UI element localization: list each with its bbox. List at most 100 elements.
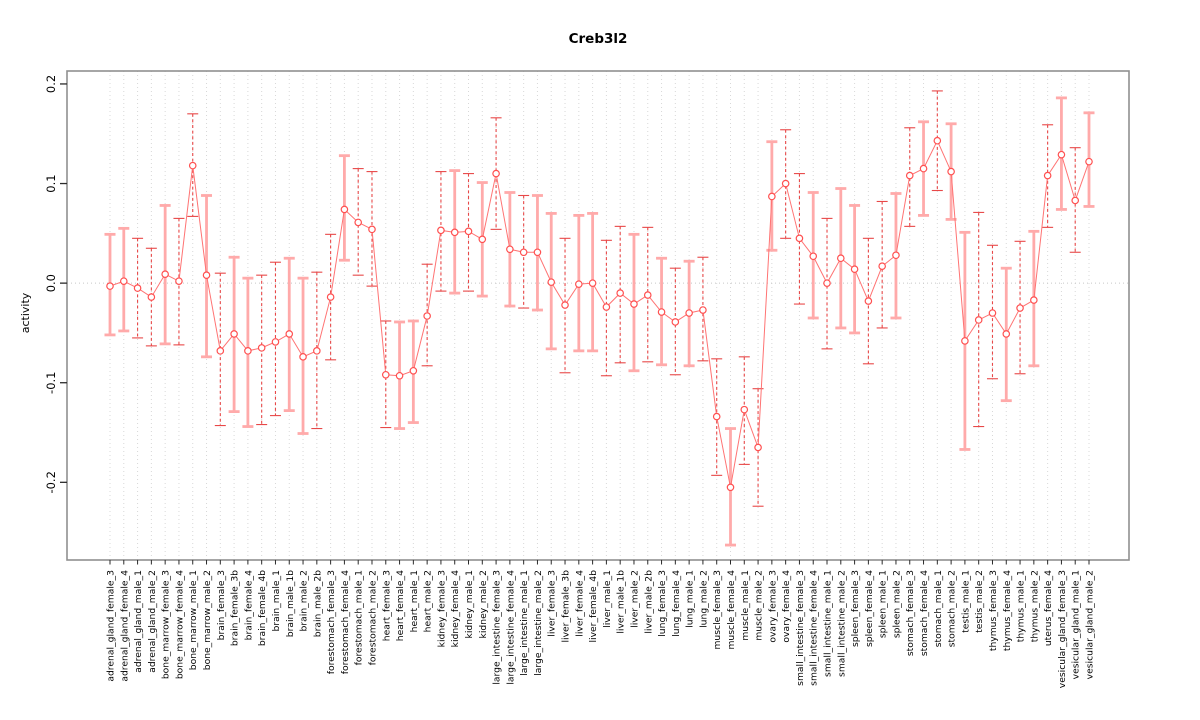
x-category-label: liver_female_4 (574, 570, 585, 637)
data-point (685, 309, 693, 317)
data-point (657, 308, 666, 316)
x-category-label: testis_male_2 (974, 570, 985, 633)
x-category-label: heart_male_2 (423, 570, 434, 632)
x-category-label: thymus_female_3 (988, 570, 999, 651)
data-point (423, 312, 431, 320)
x-category-label: thymus_male_1 (1016, 570, 1027, 642)
data-point (119, 277, 128, 285)
x-category-label: kidney_male_2 (478, 570, 489, 638)
x-category-label: small_intestine_female_4 (809, 570, 820, 686)
x-category-label: brain_male_1b (285, 570, 296, 637)
x-category-label: liver_male_1 (602, 570, 613, 628)
data-point (933, 136, 942, 145)
data-point (244, 347, 252, 355)
data-point (492, 169, 500, 178)
data-point (547, 278, 556, 286)
data-point (1071, 196, 1080, 205)
data-point (257, 344, 266, 352)
x-category-label: adrenal_gland_female_4 (119, 570, 130, 682)
data-point (437, 226, 445, 235)
data-point (381, 370, 390, 379)
x-category-label: liver_male_2b (643, 570, 654, 634)
data-point (175, 277, 183, 285)
x-category-label: stomach_female_3 (905, 570, 916, 656)
x-category-label: forestomach_male_2 (367, 570, 378, 665)
data-point (1002, 330, 1011, 338)
x-category-label: muscle_male_1 (740, 570, 751, 641)
x-category-label: brain_male_1 (271, 570, 282, 631)
data-point (299, 353, 307, 361)
data-point (575, 280, 583, 288)
x-category-label: heart_female_3 (381, 570, 392, 641)
data-point (202, 271, 211, 279)
x-category-label: brain_female_4b (257, 570, 268, 646)
data-point (519, 248, 528, 257)
x-category-label: adrenal_gland_female_3 (106, 570, 117, 682)
x-category-label: stomach_male_1 (933, 570, 944, 647)
data-point (1085, 157, 1093, 166)
y-tick-label: 0.0 (44, 274, 58, 292)
data-point (588, 279, 597, 287)
x-category-label: liver_female_3 (547, 570, 558, 637)
x-category-label: thymus_female_4 (1002, 570, 1013, 651)
x-category-label: lung_male_1 (685, 570, 696, 628)
x-category-label: liver_female_4b (588, 570, 599, 643)
data-point (368, 225, 376, 234)
x-category-label: lung_female_3 (657, 570, 668, 637)
data-point (313, 347, 321, 355)
x-category-label: forestomach_female_3 (326, 570, 337, 674)
data-point (340, 205, 349, 214)
x-category-label: liver_female_3b (561, 570, 572, 643)
data-point (754, 443, 762, 452)
x-category-label: thymus_male_2 (1029, 570, 1040, 642)
x-category-label: muscle_male_2 (754, 570, 765, 641)
data-point (892, 251, 900, 260)
x-category-label: bone_marrow_female_4 (174, 570, 185, 679)
data-point (602, 303, 611, 311)
x-category-label: uterus_female_4 (1043, 570, 1054, 646)
x-category-label: brain_male_2b (312, 570, 323, 637)
x-category-label: small_intestine_male_1 (823, 570, 834, 677)
data-point (533, 248, 542, 257)
x-category-label: brain_female_3 (216, 570, 227, 640)
data-point (147, 293, 156, 301)
x-category-label: lung_male_2 (698, 570, 709, 628)
data-point (781, 179, 790, 188)
x-category-label: adrenal_gland_male_1 (133, 570, 144, 673)
x-category-label: liver_male_2 (629, 570, 640, 628)
data-point (216, 347, 225, 355)
data-point (478, 235, 487, 244)
data-point (106, 282, 114, 290)
data-point (354, 218, 362, 227)
x-category-label: heart_male_1 (409, 570, 420, 632)
data-point (850, 265, 859, 273)
data-point (919, 164, 928, 173)
data-point (1016, 304, 1024, 312)
x-category-label: adrenal_gland_male_2 (147, 570, 158, 673)
y-tick-label: 0.2 (44, 75, 58, 93)
x-category-label: ovary_female_4 (781, 570, 792, 643)
data-point (740, 405, 749, 414)
data-point (864, 297, 873, 305)
data-point (961, 337, 969, 345)
data-point (506, 245, 514, 254)
x-category-label: vesicular_gland_male_2 (1085, 570, 1096, 679)
x-category-label: forestomach_female_4 (340, 570, 351, 674)
data-point (133, 284, 142, 292)
x-category-label: brain_female_3b (230, 570, 241, 646)
data-point (988, 309, 997, 317)
chart-title: Creb3l2 (568, 31, 628, 47)
x-category-label: kidney_male_1 (464, 570, 475, 638)
data-point (1030, 296, 1038, 304)
data-point (768, 192, 776, 201)
x-category-label: spleen_male_1 (878, 570, 889, 638)
x-category-label: muscle_female_4 (726, 570, 737, 650)
data-point (464, 227, 473, 236)
x-category-label: bone_marrow_female_3 (161, 570, 172, 679)
x-category-label: lung_female_4 (671, 570, 682, 637)
x-category-label: vesicular_gland_female_3 (1057, 570, 1068, 688)
data-point (947, 167, 955, 176)
x-category-label: forestomach_male_1 (354, 570, 365, 665)
x-category-label: large_intestine_male_2 (533, 570, 544, 676)
